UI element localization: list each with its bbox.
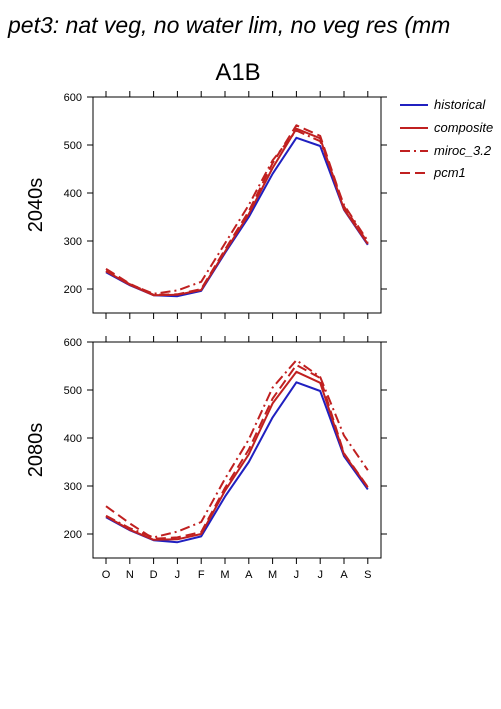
series-line-pcm1 <box>105 364 369 540</box>
x-tick-label: N <box>126 569 134 581</box>
x-tick-label: J <box>294 569 300 581</box>
legend: historical composite miroc_3.2 pcm1 <box>400 97 493 180</box>
panel-title: A1B <box>215 59 260 86</box>
y-tick-labels: 200 300 400 500 600 <box>64 337 82 541</box>
series-line-composite <box>105 127 369 297</box>
x-tick-label: O <box>102 569 111 581</box>
panel-2040s: 2040s 200 300 400 500 600 <box>25 91 387 319</box>
x-tick-label: J <box>175 569 181 581</box>
x-tick-label: F <box>198 569 205 581</box>
legend-item-historical: historical <box>400 97 486 112</box>
y-tick-label: 400 <box>64 188 82 200</box>
y-tick-label: 300 <box>64 481 82 493</box>
legend-label: historical <box>434 97 486 112</box>
x-tick-label: M <box>220 569 229 581</box>
legend-item-composite: composite <box>400 120 493 135</box>
plot-frame <box>92 341 382 559</box>
plot-frame <box>92 96 382 314</box>
x-tick-label: A <box>340 569 348 581</box>
legend-item-miroc: miroc_3.2 <box>400 143 492 158</box>
legend-label: composite <box>434 120 493 135</box>
series-line-miroc-3-2 <box>105 129 369 295</box>
series-lines <box>105 124 369 298</box>
axis-ticks <box>87 336 387 564</box>
series-lines <box>105 359 369 544</box>
x-tick-label: J <box>317 569 323 581</box>
legend-label: pcm1 <box>433 165 466 180</box>
y-tick-label: 200 <box>64 529 82 541</box>
y-tick-labels: 200 300 400 500 600 <box>64 92 82 296</box>
series-line-composite <box>105 370 369 541</box>
axis-ticks <box>87 91 387 319</box>
y-tick-label: 400 <box>64 433 82 445</box>
y-tick-label: 600 <box>64 92 82 104</box>
x-tick-label: S <box>364 569 371 581</box>
row-label-2040s: 2040s <box>25 178 47 233</box>
x-tick-label: D <box>150 569 158 581</box>
panel-2080s: 2080s 200 300 400 500 600 O N D J F M A M J J A S <box>25 336 387 581</box>
y-tick-label: 500 <box>64 385 82 397</box>
figure-title: pet3: nat veg, no water lim, no veg res … <box>7 12 450 38</box>
series-line-pcm1 <box>105 124 369 296</box>
y-tick-label: 200 <box>64 284 82 296</box>
row-label-2080s: 2080s <box>25 423 47 478</box>
y-tick-label: 500 <box>64 140 82 152</box>
x-tick-label: M <box>268 569 277 581</box>
legend-item-pcm1: pcm1 <box>400 165 466 180</box>
legend-label: miroc_3.2 <box>434 143 492 158</box>
y-tick-label: 300 <box>64 236 82 248</box>
x-tick-label: A <box>245 569 253 581</box>
series-line-miroc-3-2 <box>105 359 369 539</box>
y-tick-label: 600 <box>64 337 82 349</box>
